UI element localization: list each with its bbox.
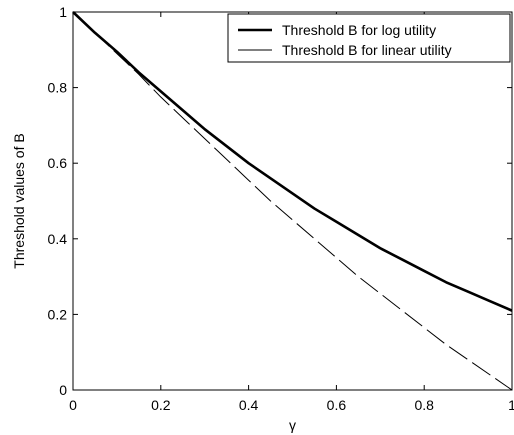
x-axis-label: γ bbox=[289, 417, 296, 433]
series-line-linear-utility bbox=[72, 11, 513, 391]
y-tick-label: 0.6 bbox=[48, 155, 68, 171]
x-tick-label: 0 bbox=[69, 397, 77, 413]
x-tick-labels: 0 0.2 0.4 0.6 0.8 1 bbox=[69, 397, 514, 413]
x-tick-label: 1 bbox=[508, 397, 514, 413]
plot-frame bbox=[72, 11, 513, 391]
x-tick-label: 0.8 bbox=[414, 397, 434, 413]
y-tick-label: 0.4 bbox=[48, 231, 68, 247]
y-tick-label: 1 bbox=[59, 4, 67, 20]
legend-label-linear-utility: Threshold B for linear utility bbox=[282, 42, 452, 58]
x-tick-label: 0.6 bbox=[327, 397, 347, 413]
legend-box bbox=[227, 13, 511, 63]
plot-area bbox=[72, 11, 513, 391]
y-axis-label: Threshold values of B bbox=[11, 133, 27, 268]
series-lines bbox=[72, 11, 513, 391]
y-tick-label: 0 bbox=[59, 382, 67, 398]
x-tick-label: 0.2 bbox=[151, 397, 171, 413]
series-line-log-utility bbox=[72, 11, 513, 312]
legend: Threshold B for log utility Threshold B … bbox=[227, 13, 511, 63]
x-tick-label: 0.4 bbox=[239, 397, 259, 413]
tick-marks bbox=[72, 11, 513, 391]
y-tick-label: 0.8 bbox=[48, 80, 68, 96]
y-tick-labels: 0 0.2 0.4 0.6 0.8 1 bbox=[48, 4, 68, 398]
legend-label-log-utility: Threshold B for log utility bbox=[282, 22, 436, 38]
y-tick-label: 0.2 bbox=[48, 306, 68, 322]
